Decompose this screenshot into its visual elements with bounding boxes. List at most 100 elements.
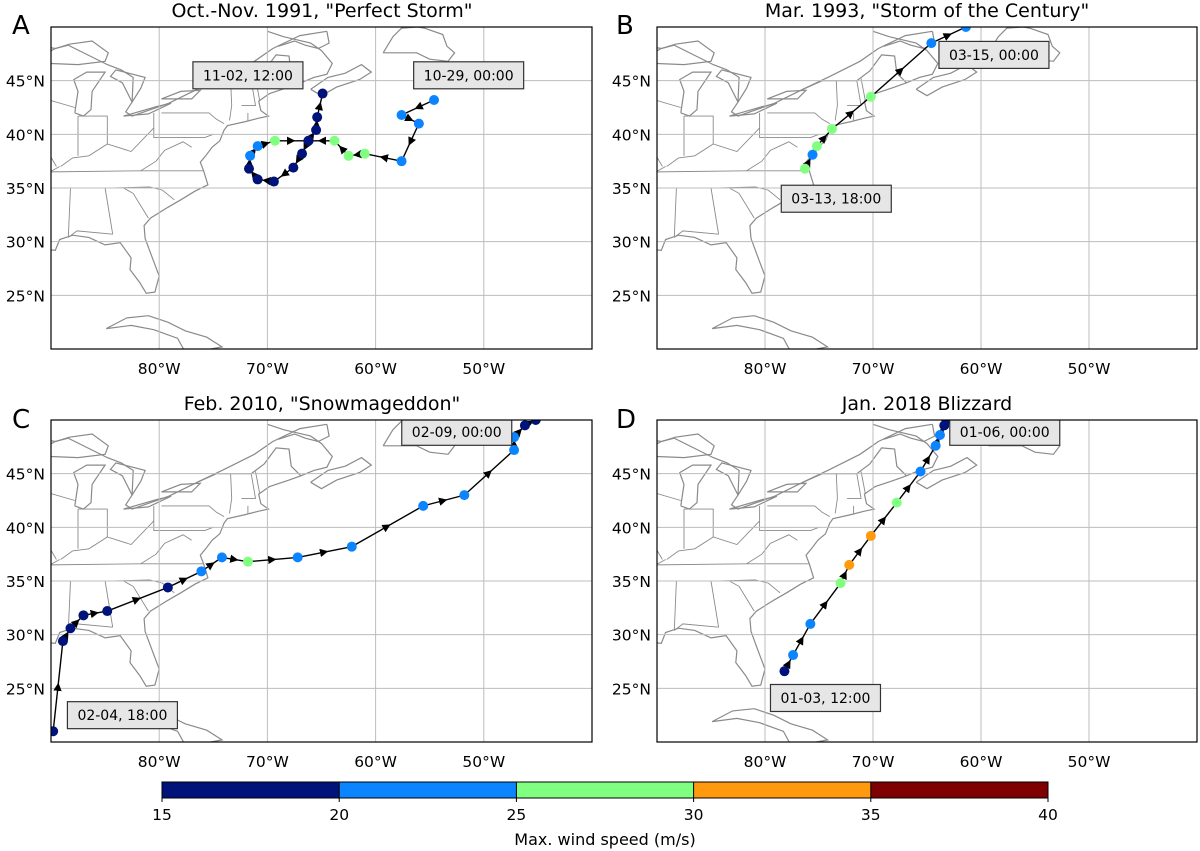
state-border [710,580,720,628]
panel-c-basemap [51,420,456,742]
annotation-label: 02-09, 00:00 [412,425,502,441]
track-arrow [306,132,315,142]
y-tick-label: 40°N [612,126,651,144]
track-arrow [280,168,290,177]
annotation-box [192,61,304,90]
state-border [718,579,781,594]
y-tick-label: 25°N [6,680,45,698]
track-arrow [70,619,80,629]
track-point [530,420,541,425]
panel-c-map: 02-09, 00:00 02-04, 18:00 80°W 70°W 60°W 50°W… [6,419,593,771]
state-border [123,580,149,612]
panel-b-basemap [657,27,1061,349]
y-tick-label: 25°N [612,680,651,698]
track-arrow [89,609,99,619]
track-arrow [319,548,329,558]
panel-b-frame [656,26,1198,350]
annotation-box [66,701,179,730]
state-border [153,112,214,139]
track-arrow [303,141,312,151]
panel-d-title: Jan. 2018 Blizzard [841,393,1012,415]
colorbar-ticks: 15 20 25 30 35 40 [152,782,1058,824]
track-point [312,112,323,123]
panel-d-map: 01-06, 00:00 01-03, 12:00 80°W 70°W 60°W 50°W… [612,419,1198,771]
track-arrow [853,547,863,557]
colorbar-tick-label: 15 [152,806,172,824]
track-point [826,123,837,134]
state-border [666,127,760,167]
annotation-label: 01-03, 12:00 [781,691,871,707]
track-point [459,490,470,501]
y-tick-label: 35°N [612,573,651,591]
state-border [104,187,114,235]
track-point [329,135,340,146]
track-arrow [438,497,448,506]
panel-d-track [779,420,952,677]
panel-c-frame [50,419,593,743]
state-border [657,170,810,173]
annotation-box [413,61,525,90]
track-point [865,530,876,541]
x-tick-label: 60°W [354,753,397,771]
coastline [657,433,715,459]
track-arrow [60,631,69,641]
panel-a-map: 11-02, 12:00 10-29, 00:00 80°W 70°W 60°W 50°W… [6,26,593,378]
track-point [934,430,945,441]
coastline [657,423,939,687]
y-tick-label: 40°N [6,519,45,537]
state-border [51,100,75,108]
y-tick-label: 45°N [6,73,45,91]
state-border [112,186,175,201]
annotation-label: 03-13, 18:00 [791,192,881,208]
track-point [805,618,816,629]
x-tick-label: 70°W [852,360,895,378]
coastline [196,423,327,483]
y-tick-label: 30°N [612,234,651,252]
coastline [802,423,933,483]
track-arrow [262,176,272,186]
coastline [729,102,778,117]
panel-c-title: Feb. 2010, "Snowmageddon" [184,393,461,415]
track-point [245,150,256,161]
x-tick-label: 80°W [138,360,181,378]
x-tick-label: 80°W [744,360,787,378]
track-point [960,27,971,32]
track-point [926,38,937,49]
coastline [915,63,978,97]
coastline [802,30,933,90]
y-tick-label: 40°N [6,126,45,144]
colorbar-tick-label: 30 [684,806,704,824]
coastline [729,495,778,510]
coastline [657,40,715,66]
state-border [746,534,798,565]
track-arrow [902,484,911,494]
track-arrow [314,101,323,111]
coastline [51,433,110,459]
coastline [72,71,107,117]
track-point [317,88,328,99]
x-tick-label: 50°W [1068,360,1111,378]
colorbar-segment [516,782,694,798]
x-tick-label: 80°W [138,753,181,771]
state-border [847,473,862,499]
track-arrow [229,554,239,563]
track-arrow [795,636,804,646]
coastline [715,462,752,496]
state-border [674,230,719,238]
panel-c-grid [51,420,592,742]
track-point [242,556,253,567]
track-arrow [839,570,847,581]
panel-a-letter: A [12,11,30,41]
annotation-label: 03-15, 00:00 [949,48,1039,64]
track-point [244,163,255,174]
track-point [396,110,407,121]
state-border [729,187,755,219]
state-border [847,80,862,106]
x-tick-label: 70°W [246,360,289,378]
track-point [51,726,59,737]
panel-d-letter: D [616,405,636,435]
state-border [674,623,719,631]
track-point [311,125,322,136]
track-point [268,176,279,187]
track-arrow [845,110,855,120]
